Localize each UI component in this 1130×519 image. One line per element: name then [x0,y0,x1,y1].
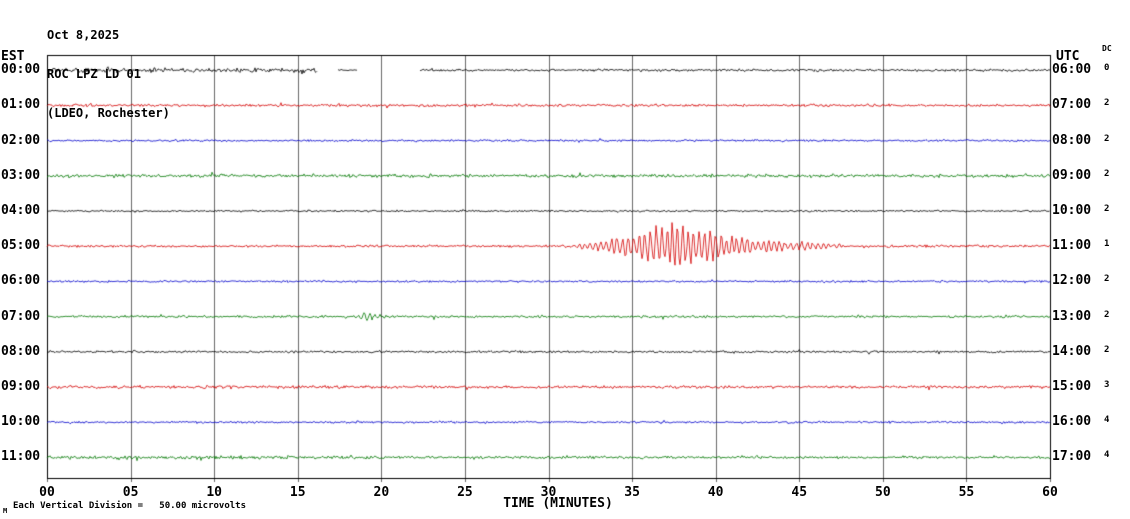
x-tick-label: 45 [791,485,808,500]
est-time-label: 03:00 [1,167,41,183]
header-station: ROC LPZ LD 01 [47,67,141,81]
utc-time-label: 15:00 [1052,379,1092,394]
utc-time-label: 13:00 [1052,308,1092,324]
utc-time-label: 16:00 [1052,414,1092,430]
header: Oct 8,2025 ROC LPZ LD 01 (LDEO, Rocheste… [47,3,170,146]
utc-time-label: 08:00 [1052,132,1092,148]
est-time-label: 01:00 [1,97,41,113]
dc-column-label: DC [1102,44,1112,53]
est-time-label: 07:00 [1,308,41,324]
dc-value: 0 [1104,63,1110,74]
x-tick-label: 35 [624,485,640,500]
header-date: Oct 8,2025 [47,28,120,42]
dc-value: 2 [1104,168,1110,179]
utc-time-label: 06:00 [1052,62,1092,78]
dc-value: 4 [1104,415,1110,426]
est-time-label: 05:00 [1,238,41,254]
utc-time-label: 09:00 [1052,167,1092,183]
dc-value: 2 [1104,204,1110,214]
dc-value: 1 [1104,239,1110,250]
dc-value: 2 [1104,344,1110,355]
x-tick-label: 05 [122,485,139,500]
est-time-label: 04:00 [1,203,41,218]
scale-note: Each Vertical Division = 50.00 microvolt… [13,501,246,511]
utc-time-label: 10:00 [1052,203,1092,218]
dc-value: 3 [1104,380,1110,390]
header-location: (LDEO, Rochester) [47,106,170,120]
x-tick-label: 55 [958,485,975,500]
left-timezone-label: EST [1,49,25,64]
est-time-label: 06:00 [1,273,41,289]
x-tick-label: 00 [39,485,55,500]
x-tick-label: 10 [206,485,222,500]
x-tick-label: 30 [540,485,557,500]
dc-value: 2 [1104,133,1110,144]
est-time-label: 11:00 [1,449,41,465]
x-tick-label: 50 [875,485,891,500]
est-time-label: 09:00 [1,379,41,394]
utc-time-label: 11:00 [1052,238,1092,254]
est-time-label: 02:00 [1,132,41,148]
est-time-label: 00:00 [1,62,41,78]
right-timezone-label: UTC [1056,49,1080,64]
dc-value: 4 [1104,450,1110,461]
utc-time-label: 14:00 [1052,343,1092,359]
corner-mark: M [3,507,8,515]
x-tick-label: 15 [289,485,306,500]
x-tick-label: 25 [457,485,473,500]
utc-time-label: 07:00 [1052,97,1092,113]
utc-time-label: 12:00 [1052,273,1092,289]
x-axis-title: TIME (MINUTES) [503,496,613,511]
dc-value: 2 [1104,98,1110,109]
x-tick-label: 20 [373,485,390,500]
utc-time-label: 17:00 [1052,449,1092,465]
x-tick-label: 60 [1042,485,1058,500]
est-time-label: 10:00 [1,414,41,430]
est-time-label: 08:00 [1,343,41,359]
dc-value: 2 [1104,309,1110,320]
dc-value: 2 [1104,274,1110,285]
x-tick-label: 40 [707,485,724,500]
